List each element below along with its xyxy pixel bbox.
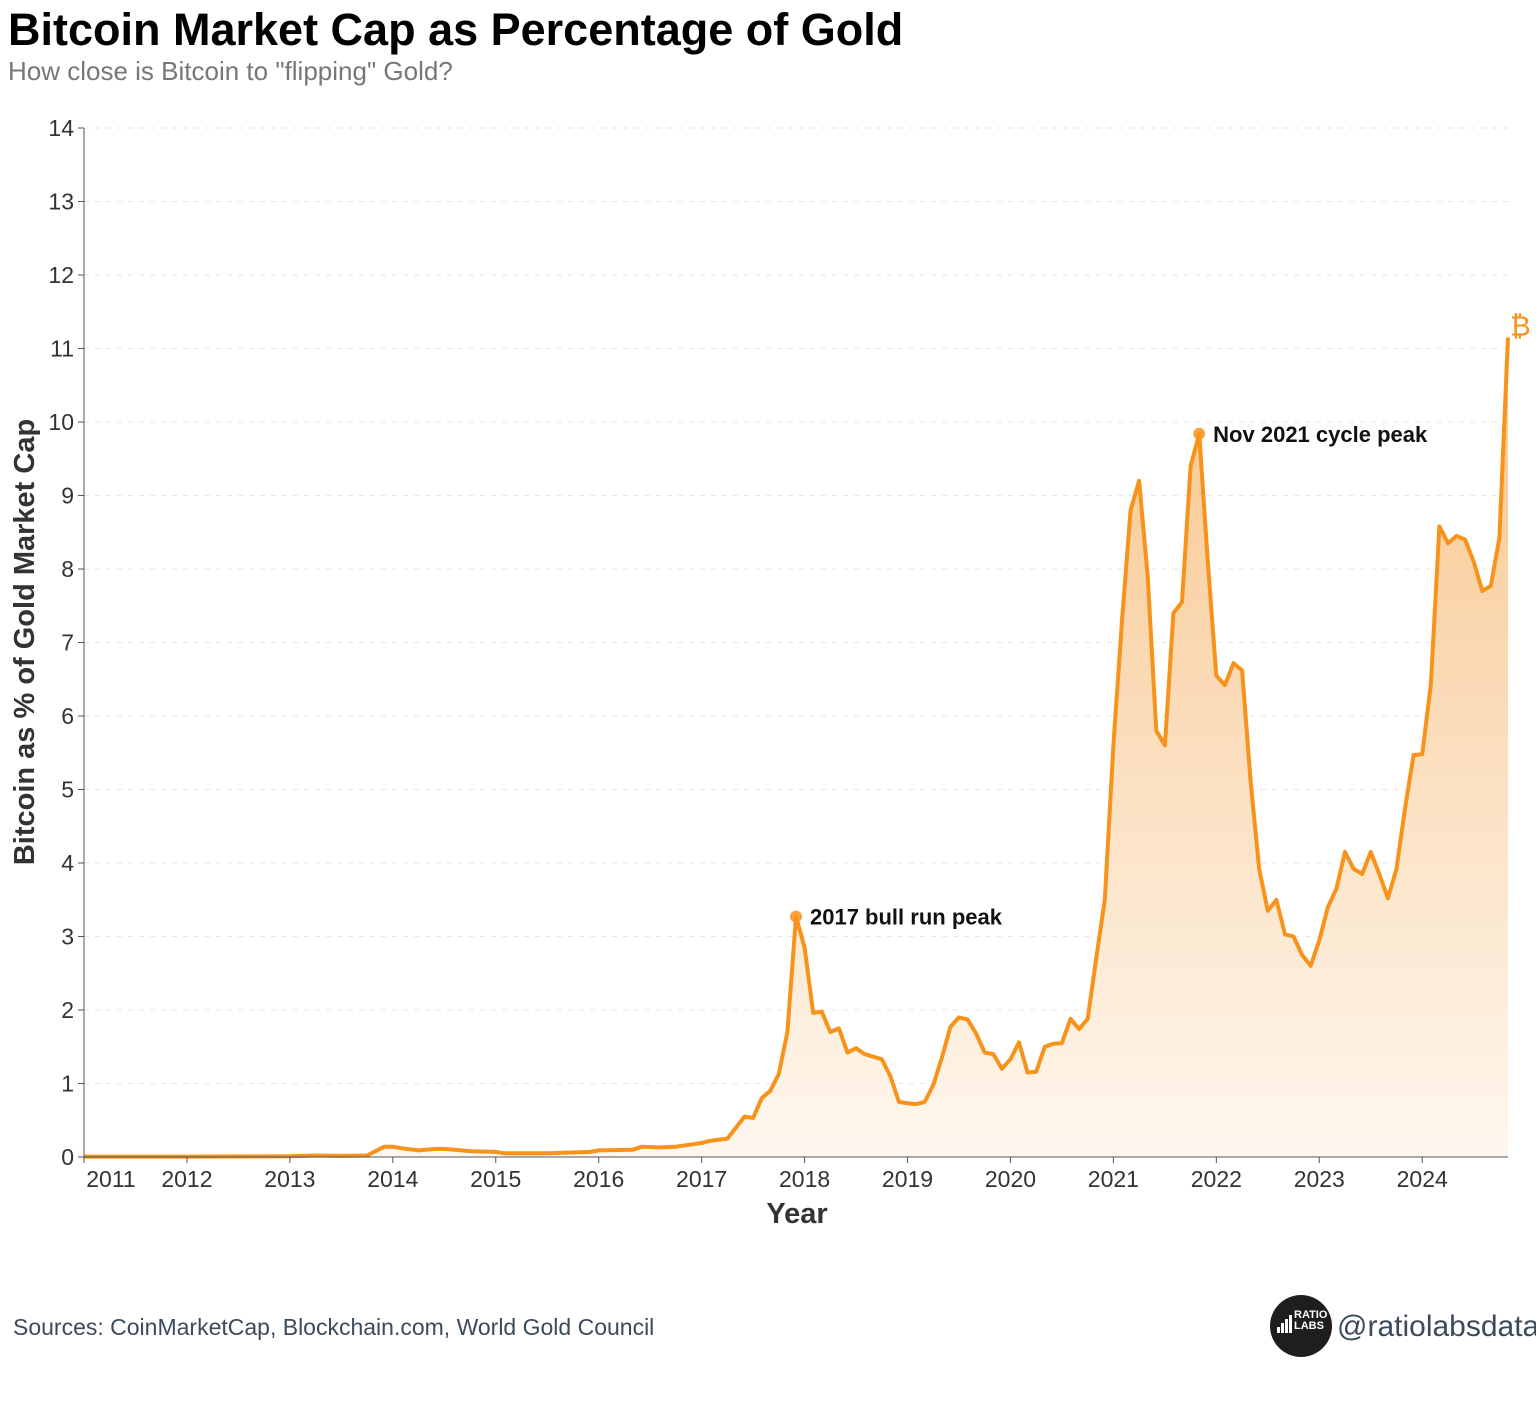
source-note: Sources: CoinMarketCap, Blockchain.com, …	[13, 1314, 655, 1340]
x-tick-label: 2024	[1397, 1166, 1448, 1192]
y-tick-label: 6	[61, 703, 74, 729]
x-tick-label: 2012	[161, 1166, 212, 1192]
y-tick-label: 10	[48, 409, 74, 435]
x-tick-label: 2016	[573, 1166, 624, 1192]
ratio-labs-logo: RATIO LABS	[1270, 1295, 1332, 1357]
x-tick-label: 2017	[676, 1166, 727, 1192]
series-line	[84, 337, 1510, 1159]
chart-subtitle: How close is Bitcoin to "flipping" Gold?	[8, 56, 453, 86]
y-tick-label: 0	[61, 1144, 74, 1170]
bar-chart-icon	[1277, 1315, 1292, 1333]
logo-text: RATIO LABS	[1294, 1309, 1328, 1332]
y-tick-label: 4	[61, 850, 74, 876]
chart-title: Bitcoin Market Cap as Percentage of Gold	[8, 4, 904, 55]
x-axis-label: Year	[766, 1198, 827, 1230]
y-tick-label: 3	[61, 924, 74, 950]
x-tick-label: 2021	[1088, 1166, 1139, 1192]
x-tick-label: 2023	[1294, 1166, 1345, 1192]
annotation-marker	[790, 910, 802, 923]
bitcoin-icon: ₿	[1510, 309, 1531, 342]
x-tick-label: 2013	[264, 1166, 315, 1192]
x-tick-label: 2018	[779, 1166, 830, 1192]
y-axis-label: Bitcoin as % of Gold Market Cap	[9, 419, 41, 865]
y-tick-label: 1	[61, 1071, 74, 1097]
y-tick-label: 11	[50, 336, 74, 362]
area-fill	[84, 337, 1508, 1157]
annotation-label: Nov 2021 cycle peak	[1213, 422, 1428, 447]
x-tick-label: 2020	[985, 1166, 1036, 1192]
y-tick-label: 7	[61, 630, 74, 656]
y-tick-label: 2	[61, 997, 74, 1023]
x-tick-label: 2011	[86, 1166, 135, 1192]
annotation-label: 2017 bull run peak	[810, 905, 1003, 930]
x-tick-label: 2015	[470, 1166, 521, 1192]
x-tick-label: 2019	[882, 1166, 933, 1192]
y-tick-label: 5	[61, 777, 74, 803]
y-tick-label: 9	[61, 483, 74, 509]
y-tick-label: 14	[48, 115, 74, 141]
y-tick-label: 12	[48, 262, 74, 288]
x-tick-label: 2014	[367, 1166, 418, 1192]
social-handle[interactable]: @ratiolabsdata	[1337, 1310, 1536, 1343]
annotation-marker	[1193, 427, 1206, 440]
y-tick-label: 8	[61, 556, 74, 582]
y-tick-label: 13	[48, 189, 74, 215]
x-tick-label: 2022	[1191, 1166, 1242, 1192]
